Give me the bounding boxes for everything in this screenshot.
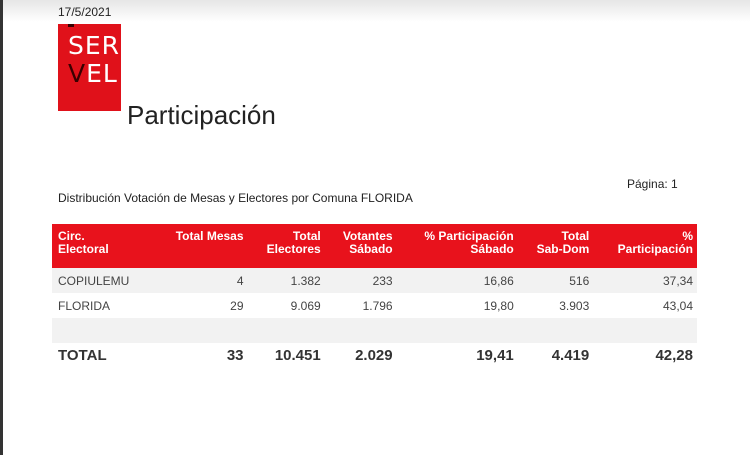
table-cell: 43,04 bbox=[662, 298, 693, 313]
header-line: Circ. bbox=[58, 229, 85, 243]
page-title: Participación bbox=[127, 100, 276, 130]
header-line: Total bbox=[561, 229, 590, 243]
column-header: Circ. Electoral bbox=[52, 224, 154, 268]
header-line: Participación bbox=[617, 242, 693, 256]
table-cell: 16,86 bbox=[396, 268, 518, 293]
column-header: Total Mesas bbox=[153, 224, 248, 268]
table-row: FLORIDA 29 9.069 1.796 19,80 3.903 43,04 bbox=[52, 293, 697, 318]
column-header: % Participación bbox=[593, 224, 697, 268]
table-cell: 2.029 bbox=[355, 346, 393, 364]
table-cell: 37,34 bbox=[593, 268, 697, 293]
table-cell bbox=[247, 318, 325, 343]
table-cell: 10.451 bbox=[274, 346, 321, 364]
header-line: Votantes bbox=[342, 229, 393, 243]
table-cell: 33 bbox=[226, 346, 244, 364]
table-cell bbox=[324, 318, 397, 343]
column-header: Total Electores bbox=[247, 224, 325, 268]
table-cell: 3.903 bbox=[559, 298, 590, 313]
window-edge bbox=[0, 0, 3, 455]
table-cell bbox=[593, 318, 697, 343]
page-number: Página: 1 bbox=[627, 177, 678, 191]
table-cell: 1.796 bbox=[362, 298, 393, 313]
column-header: % Participación Sábado bbox=[396, 224, 518, 268]
servel-logo: SER VEL bbox=[58, 24, 121, 111]
table-cell: 4 bbox=[153, 268, 248, 293]
header-line: Total bbox=[292, 229, 321, 243]
header-line: Total Mesas bbox=[175, 229, 244, 243]
table-cell: 233 bbox=[324, 268, 397, 293]
table-cell: 19,80 bbox=[483, 298, 514, 313]
table-cell bbox=[396, 318, 518, 343]
table-cell bbox=[52, 318, 154, 343]
header-line: Sábado bbox=[470, 242, 514, 256]
header-line: Sab-Dom bbox=[536, 242, 590, 256]
header-line: % Participación bbox=[424, 229, 514, 243]
header-line: Sábado bbox=[349, 242, 393, 256]
table-cell: 9.069 bbox=[290, 298, 321, 313]
table-cell: 1.382 bbox=[247, 268, 325, 293]
table-row: COPIULEMU 4 1.382 233 16,86 516 37,34 bbox=[52, 268, 697, 293]
table-row: TOTAL 33 10.451 2.029 19,41 4.419 42,28 bbox=[52, 343, 697, 367]
table-cell: 29 bbox=[230, 298, 244, 313]
page-top-shadow bbox=[0, 0, 750, 22]
table-cell: FLORIDA bbox=[58, 298, 111, 313]
report-subtitle: Distribución Votación de Mesas y Elector… bbox=[58, 191, 413, 205]
header-line: % bbox=[682, 229, 693, 243]
participation-table: Circ. Electoral Total Mesas Total Electores V… bbox=[52, 224, 697, 367]
table-cell: 516 bbox=[517, 268, 594, 293]
table-cell: 4.419 bbox=[551, 346, 590, 364]
table-cell: COPIULEMU bbox=[52, 268, 154, 293]
column-header: Total Sab-Dom bbox=[517, 224, 594, 268]
header-line: Electoral bbox=[58, 242, 109, 256]
table-cell bbox=[517, 318, 594, 343]
table-cell bbox=[153, 318, 248, 343]
table-row bbox=[52, 318, 697, 343]
table-cell: TOTAL bbox=[58, 346, 107, 364]
table-cell: 42,28 bbox=[655, 346, 693, 364]
column-header: Votantes Sábado bbox=[324, 224, 397, 268]
header-line: Electores bbox=[266, 242, 321, 256]
report-date: 17/5/2021 bbox=[58, 5, 112, 19]
table-cell: 19,41 bbox=[476, 346, 514, 364]
